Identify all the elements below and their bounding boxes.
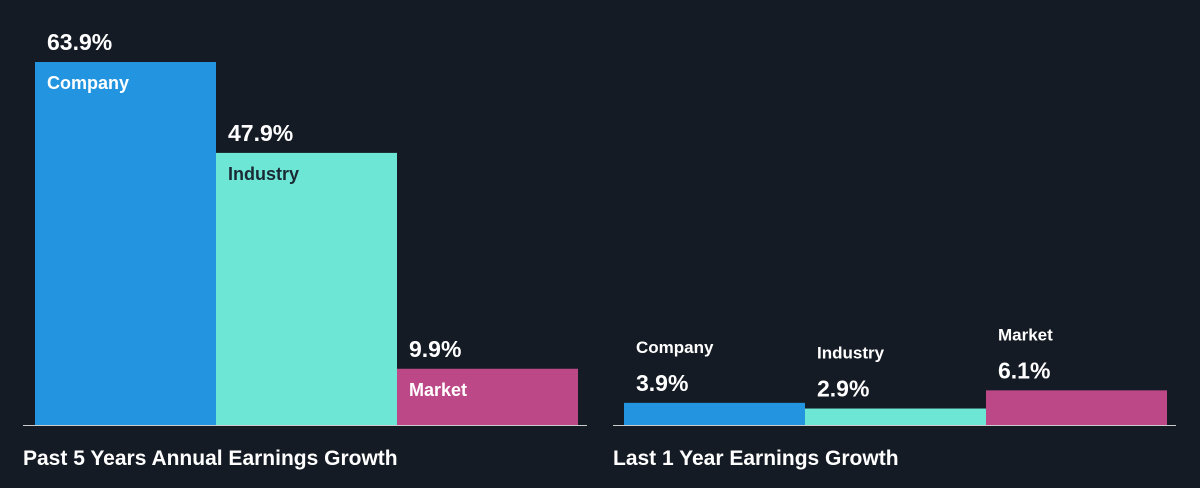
past-5-years-title: Past 5 Years Annual Earnings Growth bbox=[23, 447, 398, 470]
value-label-company: 3.9% bbox=[636, 370, 688, 396]
value-label-industry: 2.9% bbox=[817, 376, 869, 402]
bar-industry bbox=[805, 408, 986, 425]
bar-label-industry: Industry bbox=[817, 344, 885, 363]
bar-label-industry: Industry bbox=[228, 164, 299, 184]
value-label-market: 9.9% bbox=[409, 336, 461, 362]
bar-industry bbox=[216, 152, 397, 425]
value-label-market: 6.1% bbox=[998, 357, 1050, 383]
last-1-year-title: Last 1 Year Earnings Growth bbox=[613, 447, 899, 470]
bar-market bbox=[986, 390, 1167, 425]
bar-label-market: Market bbox=[409, 380, 467, 400]
value-label-company: 63.9% bbox=[47, 29, 112, 55]
bar-label-company: Company bbox=[636, 338, 714, 357]
bar-market bbox=[397, 368, 578, 425]
bar-company bbox=[35, 62, 216, 425]
bar-label-company: Company bbox=[47, 73, 129, 93]
bar-label-market: Market bbox=[998, 325, 1053, 344]
value-label-industry: 47.9% bbox=[228, 120, 293, 146]
bar-company bbox=[624, 402, 805, 425]
